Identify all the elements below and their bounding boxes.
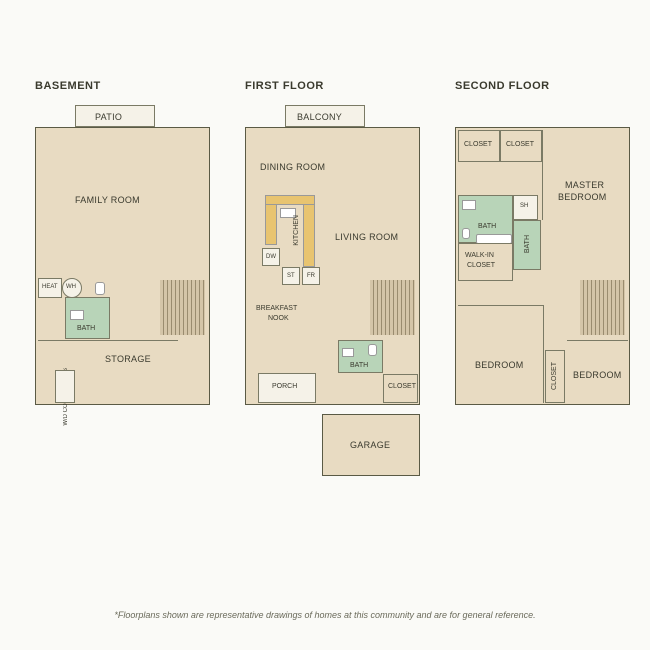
dw-label: DW	[266, 254, 276, 260]
walkin-label2: CLOSET	[467, 262, 495, 269]
master-wall	[542, 130, 543, 220]
bath2-label: BATH	[524, 235, 531, 253]
wd-box	[55, 370, 75, 403]
breakfast-label: BREAKFAST	[256, 305, 297, 312]
kitchen-counter-top	[265, 195, 315, 205]
garage-label: GARAGE	[350, 440, 390, 450]
master-bedroom-label: BEDROOM	[558, 192, 607, 202]
master-label: MASTER	[565, 180, 604, 190]
bath1-sink	[462, 200, 476, 210]
bedroom2-label: BEDROOM	[573, 370, 622, 380]
fr-label: FR	[307, 273, 315, 279]
bath1-toilet	[462, 228, 470, 239]
bedroom1-label: BEDROOM	[475, 360, 524, 370]
closet1-label: CLOSET	[464, 141, 492, 148]
first-toilet-icon	[368, 344, 377, 356]
closet2-label: CLOSET	[506, 141, 534, 148]
storage-wall	[38, 340, 178, 341]
bedroom2-wall	[567, 340, 628, 341]
bedroom-wall-top	[458, 305, 543, 306]
kitchen-label: KITCHEN	[293, 215, 300, 246]
walkin-label1: WALK-IN	[465, 252, 494, 259]
basement-header: BASEMENT	[35, 80, 101, 92]
storage-label: STORAGE	[105, 354, 151, 364]
basement-patio-label: PATIO	[95, 112, 122, 122]
sink-icon	[70, 310, 84, 320]
porch-label: PORCH	[272, 383, 297, 390]
toilet-icon	[95, 282, 105, 295]
st-label: ST	[287, 273, 295, 279]
disclaimer: *Floorplans shown are representative dra…	[0, 610, 650, 620]
first-floor-header: FIRST FLOOR	[245, 80, 324, 92]
heat-label: HEAT	[42, 284, 58, 290]
second-stairs	[580, 280, 625, 335]
first-stairs	[370, 280, 415, 335]
kitchen-counter-right	[303, 195, 315, 267]
balcony-label: BALCONY	[297, 112, 342, 122]
basement-bath-label: BATH	[77, 325, 95, 332]
second-floor-header: SECOND FLOOR	[455, 80, 550, 92]
dining-label: DINING ROOM	[260, 162, 325, 172]
first-sink-icon	[342, 348, 354, 357]
bath1-label: BATH	[478, 223, 496, 230]
wh-label: WH	[66, 284, 76, 290]
family-room-label: FAMILY ROOM	[75, 195, 140, 205]
first-closet-label: CLOSET	[388, 383, 416, 390]
first-bath-label: BATH	[350, 362, 368, 369]
living-label: LIVING ROOM	[335, 232, 398, 242]
closet3-label: CLOSET	[551, 362, 558, 390]
basement-stairs	[160, 280, 205, 335]
floorplan-container: BASEMENT FIRST FLOOR SECOND FLOOR PATIO …	[0, 0, 650, 650]
bedroom-wall-mid	[543, 305, 544, 403]
nook-label: NOOK	[268, 315, 289, 322]
sh-label: SH	[520, 203, 528, 209]
